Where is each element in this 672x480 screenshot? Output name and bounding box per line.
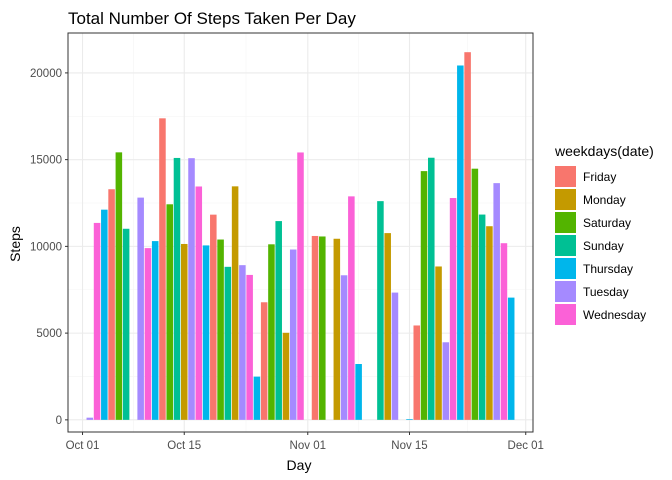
bar-2012-10-29 bbox=[282, 332, 290, 420]
bar-2012-10-31 bbox=[297, 152, 304, 420]
x-axis-title: Day bbox=[287, 457, 312, 473]
x-axis: Oct 01 Oct 15 Nov 01 Nov 15 Dec 01 bbox=[66, 432, 544, 452]
bar-2012-10-10 bbox=[144, 248, 152, 420]
legend-swatch-monday bbox=[555, 189, 576, 210]
bar-2012-11-12 bbox=[384, 233, 391, 420]
bar-2012-11-19 bbox=[435, 266, 442, 420]
bar-2012-11-02 bbox=[311, 235, 319, 420]
x-tick-label: Oct 01 bbox=[66, 440, 100, 452]
x-tick-label: Dec 01 bbox=[508, 440, 544, 452]
y-tick-label: 20000 bbox=[30, 68, 62, 80]
x-tick-label: Oct 15 bbox=[167, 440, 201, 452]
bar-2012-10-25 bbox=[253, 376, 261, 420]
bar-2012-10-26 bbox=[260, 302, 268, 420]
bar-2012-10-21 bbox=[224, 266, 232, 420]
legend-label-friday: Friday bbox=[583, 170, 616, 184]
panel-border bbox=[67, 32, 534, 433]
bar-2012-10-19 bbox=[210, 214, 217, 420]
bar-2012-11-05 bbox=[333, 238, 341, 420]
legend-label-monday: Monday bbox=[583, 193, 626, 207]
grid bbox=[68, 33, 533, 432]
legend-label-wednesday: Wednesday bbox=[583, 308, 646, 322]
bar-2012-11-28 bbox=[500, 243, 508, 420]
bar-2012-11-27 bbox=[493, 183, 500, 420]
bar-2012-11-07 bbox=[348, 196, 355, 420]
bar-2012-10-22 bbox=[231, 186, 239, 420]
bar-2012-10-11 bbox=[151, 241, 159, 420]
y-tick-label: 0 bbox=[56, 415, 62, 427]
legend-label-sunday: Sunday bbox=[583, 239, 624, 253]
x-tick-label: Nov 01 bbox=[290, 440, 326, 452]
bar-2012-11-16 bbox=[413, 325, 421, 420]
legend-title: weekdays(date) bbox=[554, 143, 654, 159]
bar-2012-10-04 bbox=[101, 209, 108, 420]
bar-2012-10-23 bbox=[239, 265, 246, 420]
y-tick-label: 5000 bbox=[36, 328, 62, 340]
bar-2012-10-16 bbox=[188, 158, 195, 420]
bar-2012-10-24 bbox=[246, 274, 253, 420]
bar-2012-11-20 bbox=[442, 342, 450, 420]
bar-2012-11-11 bbox=[377, 201, 384, 420]
bar-2012-11-25 bbox=[478, 214, 486, 420]
bar-2012-11-26 bbox=[486, 226, 493, 420]
x-tick-label: Nov 15 bbox=[391, 440, 427, 452]
bar-2012-11-29 bbox=[507, 297, 515, 420]
legend-swatch-wednesday bbox=[555, 304, 576, 325]
bar-2012-11-18 bbox=[428, 157, 435, 420]
bar-2012-11-21 bbox=[449, 198, 457, 420]
bar-2012-11-15 bbox=[406, 419, 413, 420]
bar-2012-11-22 bbox=[457, 65, 464, 420]
legend-swatch-friday bbox=[555, 166, 576, 187]
legend-swatch-tuesday bbox=[555, 281, 576, 302]
bar-2012-11-08 bbox=[355, 364, 362, 420]
bar-2012-10-02 bbox=[86, 417, 94, 420]
legend-label-saturday: Saturday bbox=[583, 216, 631, 230]
bar-2012-10-03 bbox=[93, 222, 101, 420]
bar-2012-10-18 bbox=[202, 245, 210, 420]
bar-2012-10-28 bbox=[275, 221, 282, 420]
bar-2012-10-17 bbox=[195, 186, 203, 420]
bar-2012-10-07 bbox=[122, 228, 130, 420]
legend-label-tuesday: Tuesday bbox=[583, 285, 629, 299]
y-tick-label: 15000 bbox=[30, 155, 62, 167]
legend-items: Friday Monday Saturday Sunday Thursday Tuesda… bbox=[555, 166, 646, 325]
y-axis-title: Steps bbox=[7, 226, 23, 262]
bar-2012-10-30 bbox=[289, 249, 297, 420]
legend-label-thursday: Thursday bbox=[583, 262, 633, 276]
bar-2012-10-09 bbox=[137, 197, 144, 420]
bar-2012-10-12 bbox=[159, 118, 166, 420]
bar-2012-10-13 bbox=[166, 204, 173, 420]
bar-2012-11-17 bbox=[420, 171, 428, 420]
bar-2012-10-05 bbox=[108, 189, 115, 420]
bar-2012-11-03 bbox=[319, 236, 326, 420]
bar-2012-10-15 bbox=[180, 243, 188, 420]
y-tick-label: 10000 bbox=[30, 241, 62, 253]
legend-swatch-thursday bbox=[555, 258, 576, 279]
y-axis: 0 5000 10000 15000 20000 bbox=[30, 68, 68, 427]
legend-swatch-saturday bbox=[555, 212, 576, 233]
bar-2012-10-27 bbox=[268, 244, 275, 420]
legend: weekdays(date) Friday Monday Saturday Sunda… bbox=[554, 143, 654, 325]
bar-2012-10-20 bbox=[217, 239, 224, 420]
bar-2012-10-06 bbox=[115, 152, 123, 420]
bar-2012-11-13 bbox=[391, 292, 399, 420]
chart-title: Total Number Of Steps Taken Per Day bbox=[68, 9, 356, 28]
bar-2012-11-24 bbox=[471, 168, 479, 420]
bar-2012-11-23 bbox=[464, 52, 471, 420]
bar-2012-11-06 bbox=[340, 275, 348, 420]
bar-2012-10-14 bbox=[173, 157, 181, 420]
legend-swatch-sunday bbox=[555, 235, 576, 256]
bars bbox=[86, 52, 515, 420]
